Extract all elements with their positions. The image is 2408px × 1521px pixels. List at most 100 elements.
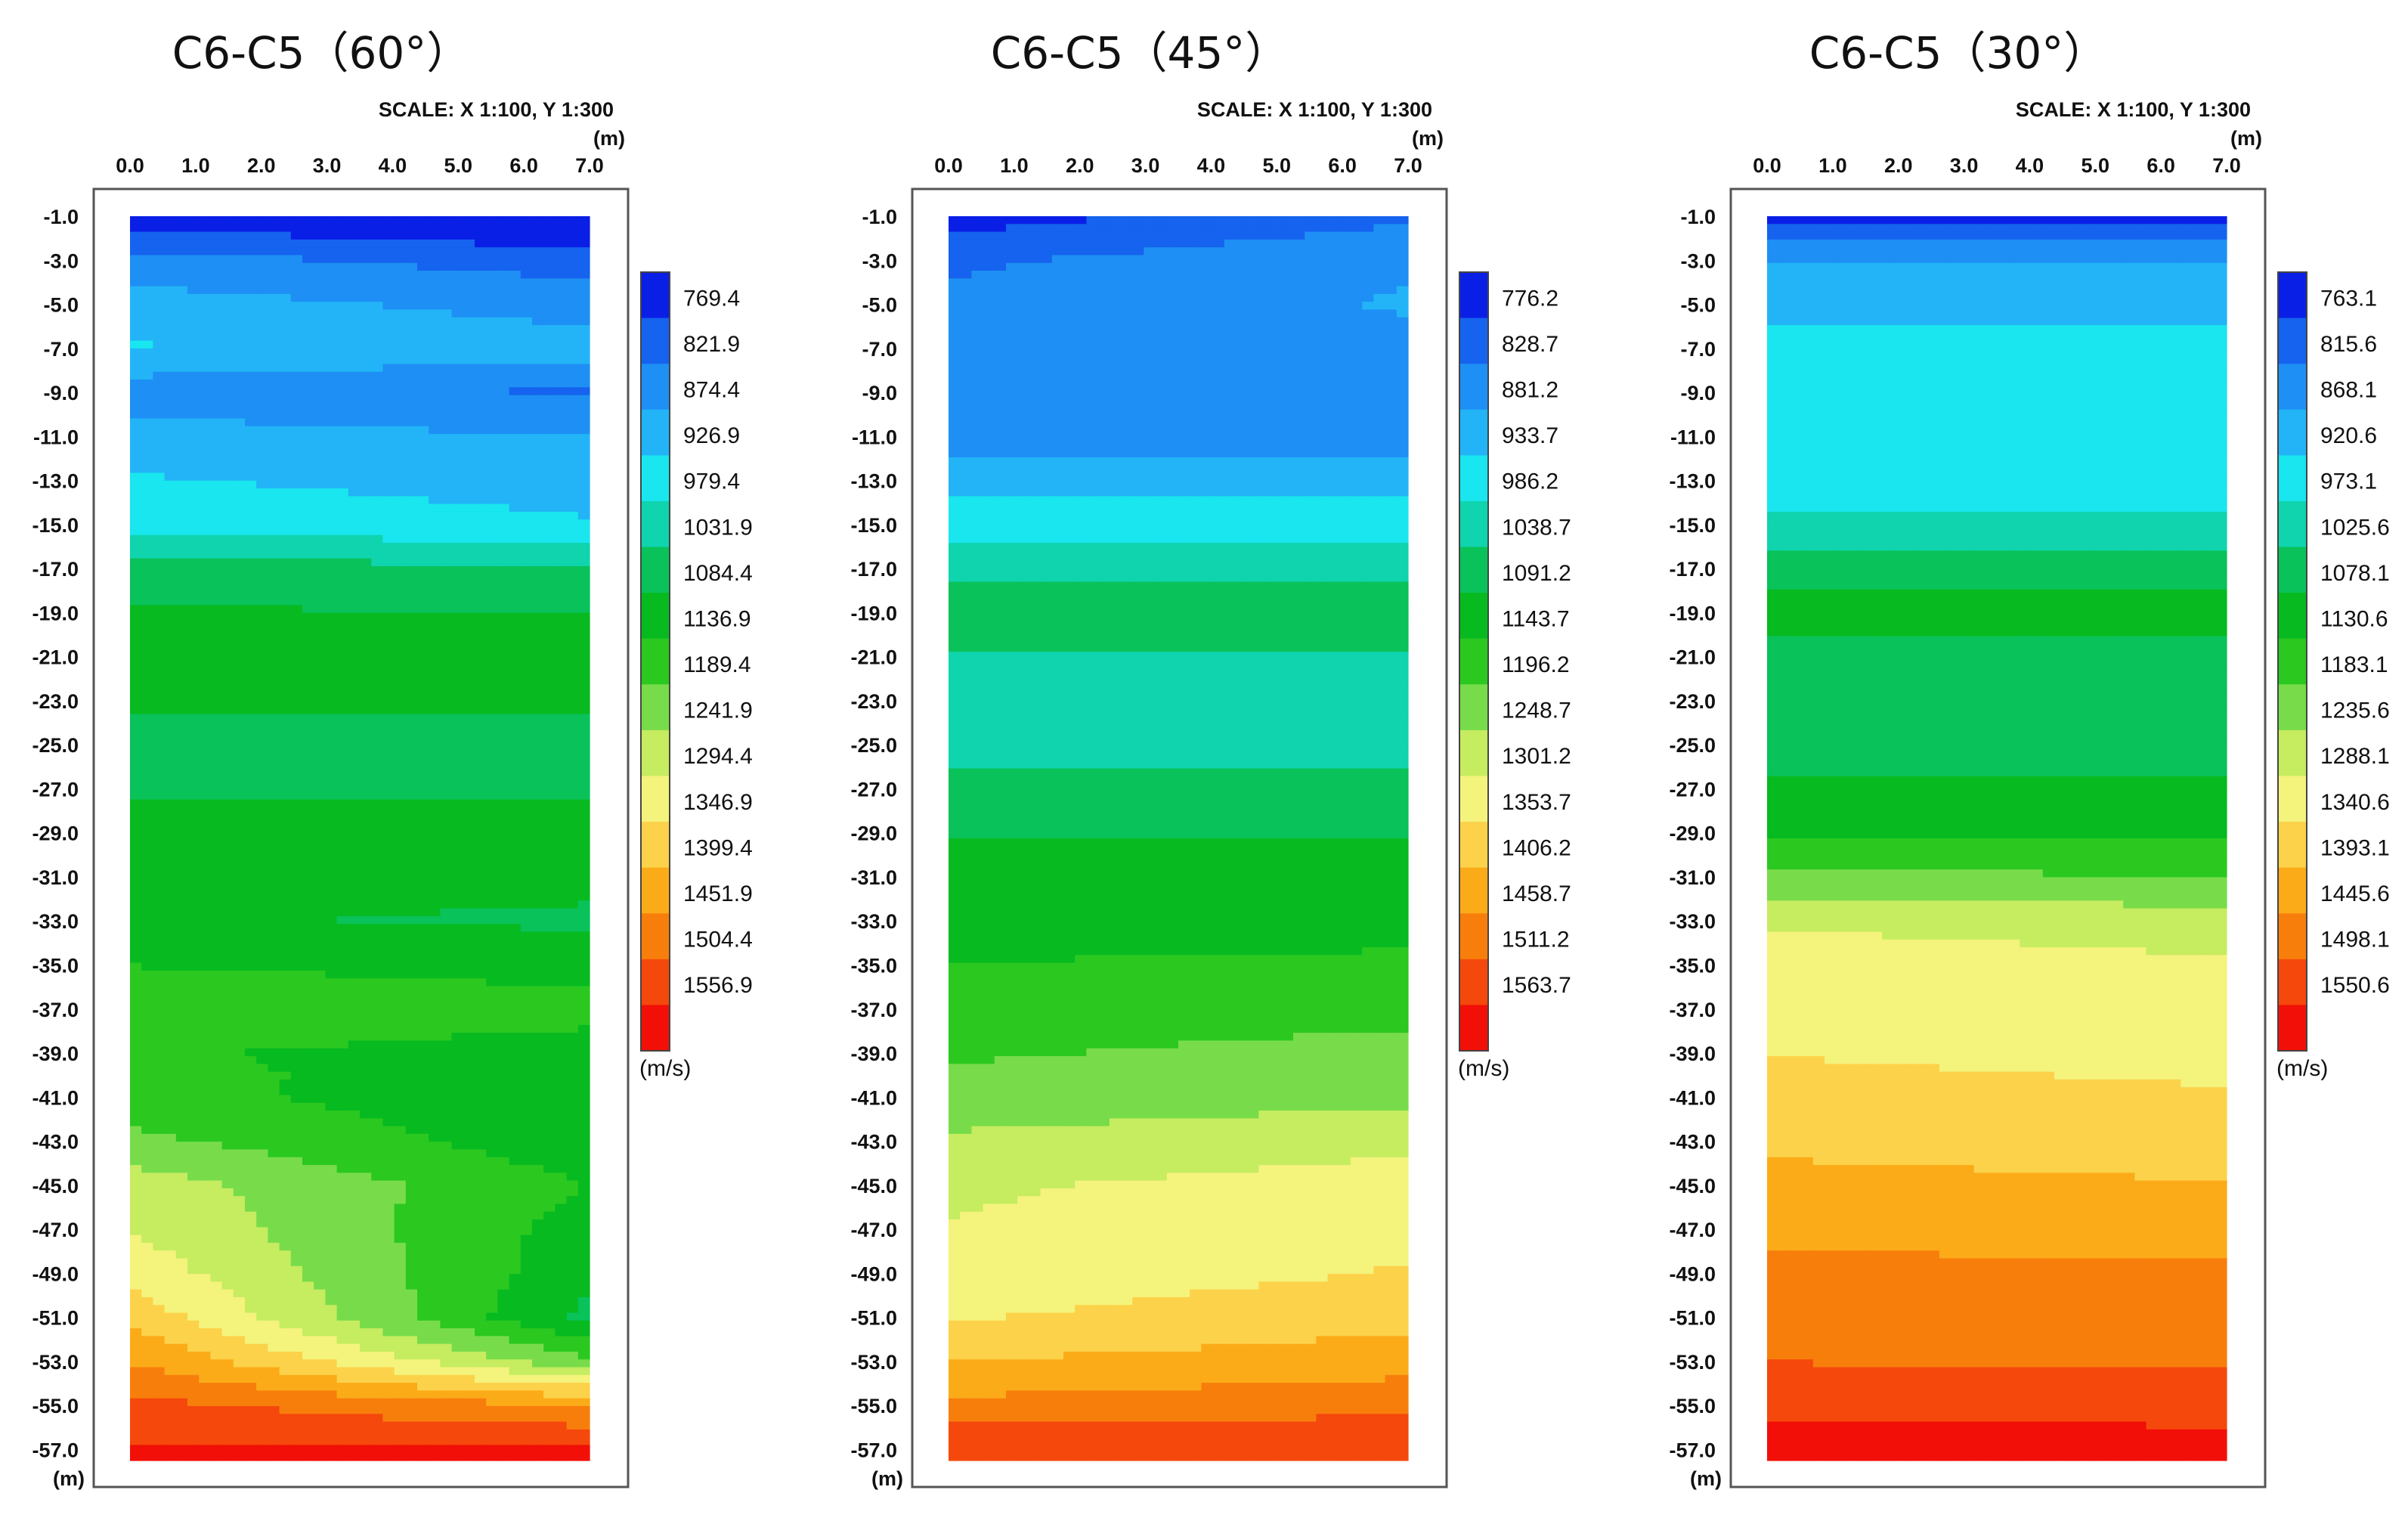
field-cell bbox=[555, 643, 568, 652]
field-cell bbox=[164, 993, 177, 1002]
field-cell bbox=[336, 783, 349, 792]
field-cell bbox=[290, 1180, 303, 1189]
field-cell bbox=[520, 861, 533, 870]
field-cell bbox=[543, 527, 556, 536]
field-cell bbox=[555, 752, 568, 761]
field-cell bbox=[429, 534, 441, 544]
field-cell bbox=[555, 1149, 568, 1158]
field-cell bbox=[371, 612, 383, 621]
field-cell bbox=[566, 776, 579, 785]
field-cell bbox=[175, 480, 188, 489]
field-cell bbox=[290, 659, 303, 668]
field-cell bbox=[221, 1017, 234, 1026]
field-cell bbox=[348, 612, 361, 621]
field-cell bbox=[175, 1017, 188, 1026]
field-cell bbox=[577, 472, 590, 482]
field-cell bbox=[245, 783, 257, 792]
field-cell bbox=[348, 1157, 361, 1166]
field-cell bbox=[509, 216, 522, 225]
field-cell bbox=[164, 1111, 177, 1119]
field-cell bbox=[175, 830, 188, 839]
field-cell bbox=[175, 706, 188, 714]
field-cell bbox=[175, 340, 188, 349]
field-cell bbox=[302, 309, 314, 318]
field-cell bbox=[221, 737, 234, 746]
field-cell bbox=[382, 1142, 395, 1151]
field-cell bbox=[336, 674, 349, 683]
field-cell bbox=[463, 1149, 475, 1158]
field-cell bbox=[233, 418, 246, 427]
field-cell bbox=[314, 978, 326, 987]
field-cell bbox=[268, 667, 280, 676]
field-cell bbox=[175, 496, 188, 505]
field-cell bbox=[382, 1157, 395, 1166]
field-cell bbox=[417, 317, 429, 326]
field-cell bbox=[130, 278, 142, 287]
field-cell bbox=[497, 1149, 510, 1158]
field-cell bbox=[417, 488, 429, 497]
field-cell bbox=[497, 1033, 510, 1042]
field-cell bbox=[451, 239, 464, 248]
field-cell bbox=[577, 620, 590, 629]
field-cell bbox=[509, 815, 522, 824]
field-cell bbox=[130, 565, 142, 575]
field-cell bbox=[164, 333, 177, 342]
field-cell bbox=[382, 1079, 395, 1088]
field-cell bbox=[555, 620, 568, 629]
field-cell bbox=[405, 534, 418, 544]
field-cell bbox=[417, 760, 429, 770]
field-cell bbox=[451, 674, 464, 683]
field-cell bbox=[221, 869, 234, 878]
field-cell bbox=[440, 1133, 453, 1142]
field-cell bbox=[555, 465, 568, 474]
field-cell bbox=[233, 853, 246, 863]
field-cell bbox=[555, 410, 568, 420]
field-cell bbox=[497, 488, 510, 497]
field-cell bbox=[451, 348, 464, 357]
field-cell bbox=[475, 1149, 487, 1158]
field-cell bbox=[429, 472, 441, 482]
field-cell bbox=[451, 333, 464, 342]
field-cell bbox=[382, 893, 395, 901]
field-cell bbox=[566, 1157, 579, 1166]
field-cell bbox=[475, 1056, 487, 1064]
field-cell bbox=[187, 962, 200, 971]
field-cell bbox=[187, 581, 200, 590]
field-cell bbox=[405, 302, 418, 311]
field-cell bbox=[348, 1102, 361, 1111]
field-cell bbox=[382, 947, 395, 956]
field-cell bbox=[360, 434, 372, 442]
field-cell bbox=[417, 838, 429, 847]
field-cell bbox=[555, 612, 568, 621]
field-cell bbox=[233, 356, 246, 365]
field-cell bbox=[429, 1048, 441, 1057]
field-cell bbox=[463, 558, 475, 567]
field-cell bbox=[141, 605, 153, 614]
field-cell bbox=[371, 853, 383, 863]
field-cell bbox=[475, 457, 487, 466]
field-cell bbox=[371, 426, 383, 435]
field-cell bbox=[336, 574, 349, 583]
field-cell bbox=[268, 503, 280, 513]
field-cell bbox=[210, 216, 223, 225]
field-cell bbox=[577, 853, 590, 863]
field-cell bbox=[360, 970, 372, 979]
field-cell bbox=[566, 333, 579, 342]
field-cell bbox=[382, 449, 395, 458]
field-cell bbox=[187, 652, 200, 660]
field-cell bbox=[210, 1102, 223, 1111]
field-cell bbox=[256, 449, 268, 458]
field-cell bbox=[394, 496, 407, 505]
field-cell bbox=[175, 1142, 188, 1151]
field-cell bbox=[348, 1048, 361, 1057]
field-cell bbox=[221, 1071, 234, 1080]
field-cell bbox=[382, 869, 395, 878]
field-cell bbox=[164, 457, 177, 466]
field-cell bbox=[451, 418, 464, 427]
field-cell bbox=[382, 822, 395, 832]
field-cell bbox=[520, 815, 533, 824]
field-cell bbox=[290, 1118, 303, 1127]
field-cell bbox=[233, 893, 246, 901]
field-cell bbox=[497, 224, 510, 233]
field-cell bbox=[532, 356, 544, 365]
